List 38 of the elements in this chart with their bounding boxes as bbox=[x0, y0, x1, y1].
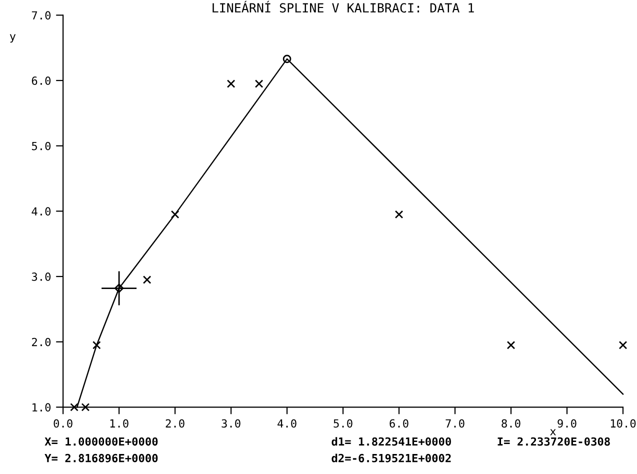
x-tick-label: 7.0 bbox=[446, 419, 464, 428]
point bbox=[506, 340, 516, 350]
x-tick-label: 3.0 bbox=[222, 419, 240, 428]
x-tick-label: 4.0 bbox=[278, 419, 296, 428]
x-tick-label: 5.0 bbox=[334, 419, 352, 428]
point bbox=[92, 340, 101, 350]
point bbox=[81, 403, 90, 412]
x-tick-label: 6.0 bbox=[390, 419, 408, 428]
point bbox=[170, 210, 180, 219]
y-axis-title: y bbox=[10, 34, 16, 43]
x-tick-label: 9.0 bbox=[558, 419, 576, 428]
text: I= 2.233720E-0308 bbox=[498, 437, 610, 446]
point bbox=[70, 403, 78, 412]
x-tick-label: 1.0 bbox=[110, 419, 128, 428]
point bbox=[282, 54, 292, 64]
text: Y= 2.816896E+0000 bbox=[44, 454, 158, 462]
y-tick-label: 4.0 bbox=[32, 207, 51, 216]
point bbox=[114, 284, 124, 293]
x-tick-label: 10.0 bbox=[610, 419, 636, 428]
y-tick-label: 6.0 bbox=[32, 76, 51, 85]
point bbox=[254, 80, 264, 88]
x-tick-label: 8.0 bbox=[502, 419, 520, 428]
x-axis-title: x bbox=[550, 429, 556, 436]
y-tick-label: 5.0 bbox=[32, 142, 51, 150]
y-tick-label: 7.0 bbox=[32, 11, 51, 20]
text: X= 1.000000E+0000 bbox=[44, 437, 158, 446]
chart-title: LINEÁRNÍ SPLINE V KALIBRACI: DATA 1 bbox=[212, 0, 474, 13]
point bbox=[394, 210, 404, 219]
x-tick-label: 2.0 bbox=[166, 419, 184, 428]
y-tick-label: 2.0 bbox=[32, 338, 51, 346]
x-tick-label: 0.0 bbox=[54, 419, 72, 428]
text: d2=-6.519521E+0002 bbox=[332, 454, 451, 462]
point bbox=[618, 340, 628, 350]
y-tick-label: 3.0 bbox=[32, 272, 51, 281]
point bbox=[226, 80, 236, 88]
point bbox=[142, 276, 152, 284]
y-tick-label: 1.0 bbox=[32, 403, 51, 412]
text: d1= 1.822541E+0000 bbox=[332, 437, 451, 446]
